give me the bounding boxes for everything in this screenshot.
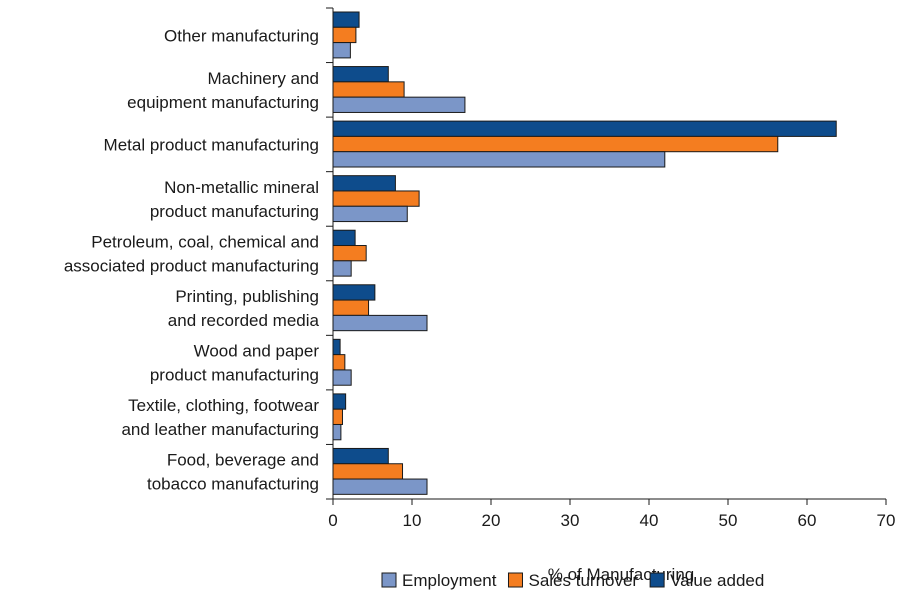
category-label-line: Wood and paper — [194, 342, 320, 361]
bar-sales-turnover-3 — [332, 190, 420, 207]
x-tick-label: 50 — [719, 511, 738, 530]
x-tick-label: 10 — [403, 511, 422, 530]
category-label-line: tobacco manufacturing — [147, 475, 319, 494]
category-label: Metal product manufacturing — [104, 135, 319, 154]
bar-sales-turnover-4 — [332, 245, 367, 262]
legend-swatch-sales-turnover — [507, 572, 523, 588]
bar-sales-turnover-1 — [332, 81, 405, 98]
bar-employment-4 — [332, 260, 352, 277]
category-label-line: Petroleum, coal, chemical and — [91, 233, 319, 252]
x-tick-label: 20 — [482, 511, 501, 530]
bar-sales-turnover-2 — [332, 135, 779, 153]
bar-employment-2 — [332, 151, 666, 168]
category-label-line: Metal product manufacturing — [104, 135, 319, 154]
x-tick-label: 0 — [328, 511, 337, 530]
bar-value-added-1 — [332, 66, 389, 83]
bar-value-added-4 — [332, 229, 356, 247]
bars-layer — [332, 11, 837, 495]
bar-value-added-8 — [332, 447, 389, 465]
bar-value-added-3 — [332, 175, 396, 192]
x-tick-label: 60 — [798, 511, 817, 530]
x-tick-label: 30 — [561, 511, 580, 530]
category-label: Printing, publishing and recorded media — [168, 287, 320, 330]
category-label-line: Printing, publishing — [175, 287, 319, 306]
category-label-line: product manufacturing — [150, 202, 319, 221]
bar-sales-turnover-5 — [332, 299, 370, 316]
category-label: Other manufacturing — [164, 26, 319, 45]
bar-employment-7 — [332, 423, 342, 441]
category-label: Petroleum, coal, chemical and associated … — [64, 233, 319, 276]
category-label-line: equipment manufacturing — [127, 93, 319, 112]
category-label-line: Textile, clothing, footwear — [128, 396, 319, 415]
category-label: Machinery and equipment manufacturing — [127, 69, 319, 112]
legend: Employment Sales turnover Value added — [381, 571, 764, 590]
category-labels: Other manufacturing Machinery and equipmen… — [64, 26, 320, 493]
category-label-line: Food, beverage and — [167, 451, 319, 470]
category-label-line: associated product manufacturing — [64, 257, 319, 276]
bar-sales-turnover-8 — [332, 463, 404, 480]
category-label: Non-metallic mineral product manufacturin… — [150, 178, 319, 221]
bar-sales-turnover-6 — [332, 354, 346, 371]
x-tick-label: 40 — [640, 511, 659, 530]
bar-employment-8 — [332, 478, 428, 495]
category-label: Wood and paper product manufacturing — [150, 342, 319, 385]
bar-employment-5 — [332, 314, 428, 332]
x-axis: 0 10 20 30 40 50 60 70 — [326, 7, 896, 530]
bar-value-added-6 — [332, 338, 341, 356]
category-label-line: product manufacturing — [150, 366, 319, 385]
legend-swatch-value-added — [649, 572, 665, 588]
bar-employment-0 — [332, 42, 351, 59]
category-label-line: and recorded media — [168, 311, 320, 330]
category-label-line: and leather manufacturing — [121, 420, 319, 439]
bar-employment-3 — [332, 205, 408, 223]
x-tick-label: 70 — [877, 511, 896, 530]
bar-sales-turnover-7 — [332, 408, 343, 425]
bar-employment-1 — [332, 96, 466, 113]
category-label: Food, beverage and tobacco manufacturing — [147, 451, 319, 494]
category-label-line: Machinery and — [207, 69, 319, 88]
legend-label-value-added: Value added — [670, 571, 764, 590]
legend-label-sales-turnover: Sales turnover — [528, 571, 638, 590]
bar-sales-turnover-0 — [332, 26, 357, 44]
legend-label-employment: Employment — [402, 571, 497, 590]
bar-value-added-7 — [332, 393, 347, 410]
bar-value-added-0 — [332, 11, 360, 28]
bar-value-added-5 — [332, 284, 376, 301]
category-label-line: Other manufacturing — [164, 26, 319, 45]
bar-employment-6 — [332, 369, 352, 386]
legend-swatch-employment — [381, 572, 397, 588]
category-label: Textile, clothing, footwear and leather m… — [121, 396, 319, 439]
bar-value-added-2 — [332, 120, 837, 137]
category-label-line: Non-metallic mineral — [164, 178, 319, 197]
